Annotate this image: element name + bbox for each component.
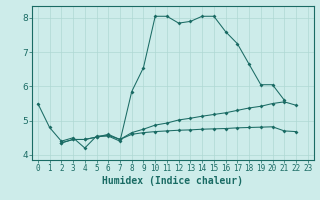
X-axis label: Humidex (Indice chaleur): Humidex (Indice chaleur)	[102, 176, 243, 186]
